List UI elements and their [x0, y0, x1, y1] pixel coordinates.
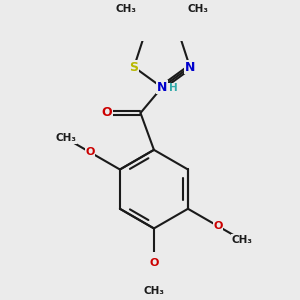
Text: O: O [85, 147, 95, 157]
Text: CH₃: CH₃ [143, 286, 164, 296]
Text: N: N [157, 81, 167, 94]
Text: O: O [213, 221, 223, 231]
Text: CH₃: CH₃ [116, 4, 137, 14]
Text: S: S [130, 61, 139, 74]
Text: CH₃: CH₃ [187, 4, 208, 14]
Text: O: O [102, 106, 112, 119]
Text: CH₃: CH₃ [231, 235, 252, 245]
Text: O: O [149, 258, 159, 268]
Text: N: N [185, 61, 195, 74]
Text: CH₃: CH₃ [56, 134, 76, 143]
Text: H: H [169, 83, 178, 94]
